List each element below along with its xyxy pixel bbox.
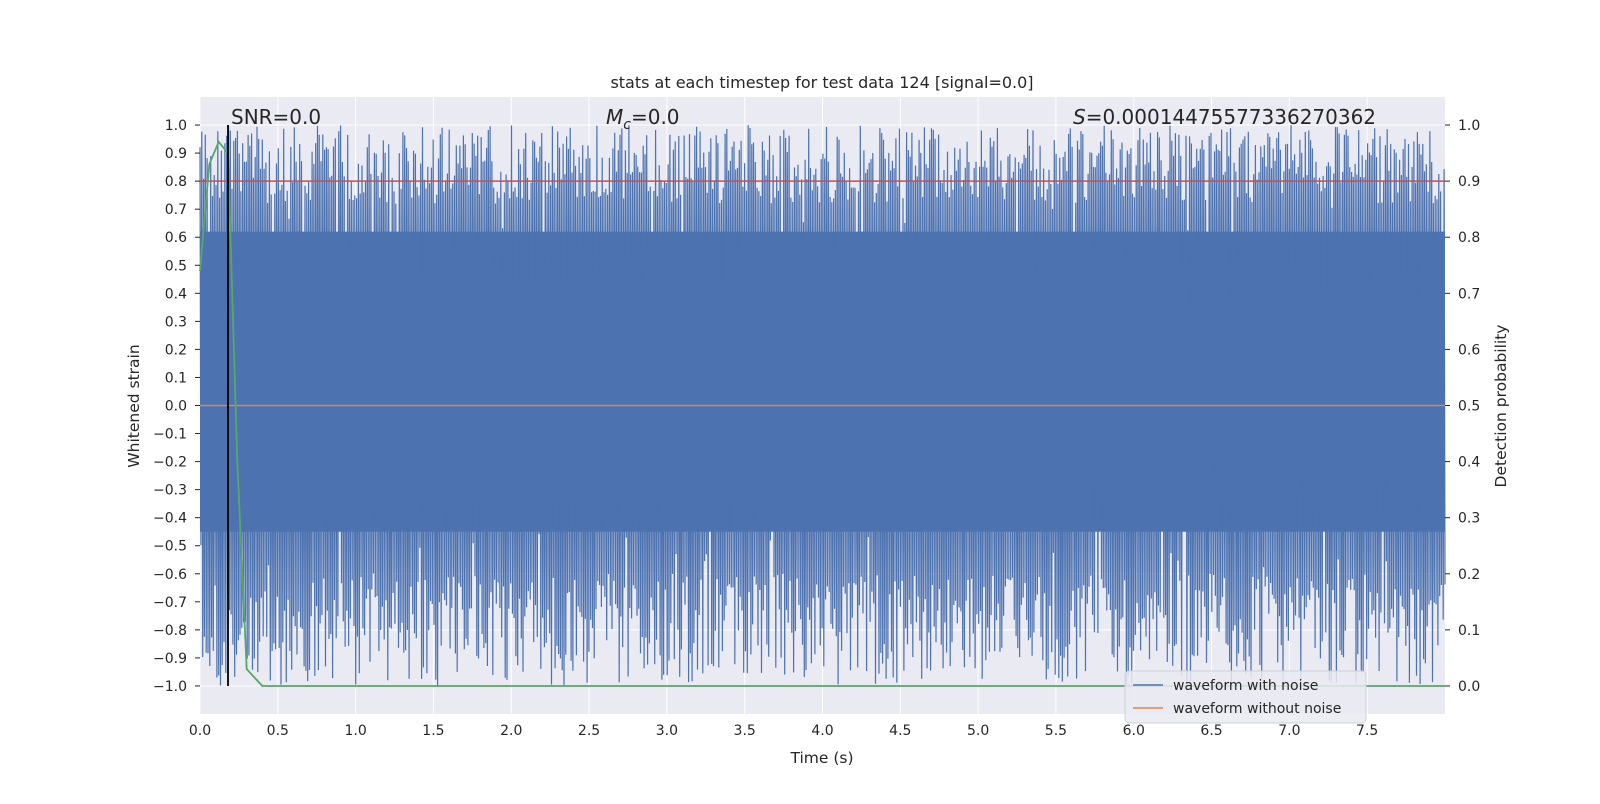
x-tick-label: 4.0 [811,723,833,739]
y-left-tick-label: −0.5 [153,539,187,555]
legend-label-noise: waveform with noise [1173,678,1318,694]
x-tick-label: 5.0 [967,723,989,739]
y-right-tick-label: 1.0 [1458,118,1480,134]
s-symbol: S [1073,105,1086,129]
y-right-tick-label: 0.9 [1458,174,1480,190]
x-axis-label: Time (s) [789,749,853,767]
y-left-tick-label: 0.8 [165,174,187,190]
x-tick-label: 2.5 [578,723,600,739]
y-left-tick-label: −0.4 [153,511,187,527]
x-tick-label: 7.0 [1278,723,1300,739]
y-left-tick-label: 0.5 [165,258,187,274]
x-tick-label: 6.5 [1200,723,1222,739]
y-right-tick-label: 0.8 [1458,230,1480,246]
y-left-tick-label: 0.9 [165,146,187,162]
y-left-tick-label: −0.8 [153,623,187,639]
y-left-tick-label: −0.2 [153,455,187,471]
y-right-tick-label: 0.6 [1458,342,1480,358]
legend-label-clean: waveform without noise [1173,701,1341,717]
y-left-tick-label: 0.6 [165,230,187,246]
s-annotation: S=0.00014475577336270362 [1073,105,1376,129]
y-right-tick-label: 0.4 [1458,455,1480,471]
y-left-tick-label: 0.7 [165,202,187,218]
y-left-tick-label: −0.3 [153,483,187,499]
y-right-tick-label: 0.0 [1458,679,1480,695]
x-tick-label: 1.5 [422,723,444,739]
x-tick-label: 6.0 [1123,723,1145,739]
x-tick-label: 2.0 [500,723,522,739]
y-left-tick-label: −0.1 [153,427,187,443]
x-tick-label: 5.5 [1045,723,1067,739]
legend-box [1124,670,1367,724]
y-right-axis-label: Detection probability [1492,325,1510,488]
x-tick-label: 7.5 [1356,723,1378,739]
y-right-tick-label: 0.5 [1458,399,1480,415]
mc-annotation: Mc=0.0 [606,105,680,133]
x-tick-label: 3.0 [656,723,678,739]
noise-line [199,125,1446,686]
legend: waveform with noise waveform without noi… [1124,670,1367,724]
snr-annotation: SNR=0.0 [231,105,321,129]
x-tick-label: 0.5 [267,723,289,739]
y-left-tick-label: 1.0 [165,118,187,134]
y-left-tick-label: 0.3 [165,314,187,330]
y-left-tick-label: 0.2 [165,342,187,358]
y-left-tick-label: 0.4 [165,286,187,302]
x-tick-label: 3.5 [734,723,756,739]
mc-subscript: c [623,117,631,133]
probability-line [199,140,1445,687]
mc-symbol: M [606,105,623,129]
y-left-tick-label: −0.9 [153,651,187,667]
y-left-axis-label: Whitened strain [125,344,143,467]
mc-value: =0.0 [631,105,680,129]
y-right-tick-label: 0.1 [1458,623,1480,639]
y-left-tick-label: 0.0 [165,399,187,415]
x-tick-label: 4.5 [889,723,911,739]
y-right-tick-label: 0.3 [1458,511,1480,527]
series-waveform-with-noise [199,125,1446,686]
y-left-tick-label: −1.0 [153,679,187,695]
series-detection-probability [199,140,1445,687]
y-right-tick-label: 0.7 [1458,286,1480,302]
x-tick-labels: 0.0 0.5 1.0 1.5 2.0 2.5 3.0 3.5 4.0 4.5 5.0 5.5 6.0 6… [189,723,1378,739]
chart-title: stats at each timestep for test data 124… [610,73,1033,92]
x-tick-label: 0.0 [189,723,211,739]
y-left-tick-labels: 1.0 0.9 0.8 0.7 0.6 0.5 0.4 0.3 0.2 0.1 0.0 −0.1 −0.… [153,118,200,695]
y-right-tick-label: 0.2 [1458,567,1480,583]
x-tick-label: 1.0 [344,723,366,739]
y-left-tick-label: −0.6 [153,567,187,583]
y-left-tick-label: 0.1 [165,370,187,386]
s-value: =0.00014475577336270362 [1086,105,1376,129]
y-right-tick-labels: 1.0 0.9 0.8 0.7 0.6 0.5 0.4 0.3 0.2 0.1 0.0 [1445,118,1480,695]
y-left-tick-label: −0.7 [153,595,187,611]
